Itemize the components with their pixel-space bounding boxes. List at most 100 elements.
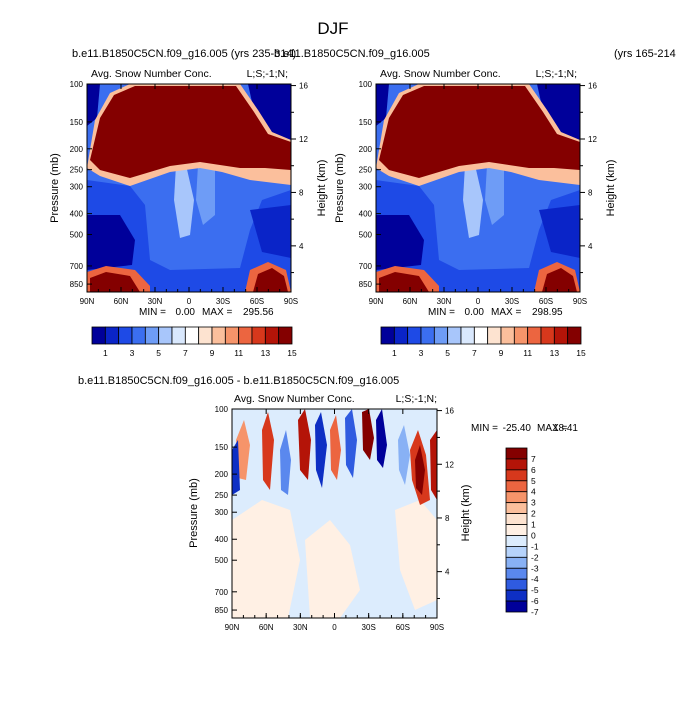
panel-right-region-equator-s xyxy=(485,165,504,225)
panel-right-corner-label: L;S;-1;N; xyxy=(536,68,577,80)
colorbar-swatch xyxy=(527,326,542,345)
panel-diff-blob-13 xyxy=(430,430,437,500)
y-right-tick-label: 12 xyxy=(445,460,454,469)
colorbar-swatch xyxy=(393,326,409,345)
panel-diff-blob-9 xyxy=(376,409,387,468)
x-tick-label: 30S xyxy=(362,623,376,632)
colorbar-swatch xyxy=(420,326,435,345)
panel-diff-max-value: 18.41 xyxy=(553,423,578,434)
x-tick-label: 60S xyxy=(250,297,264,306)
y-tick-label: 500 xyxy=(215,556,229,565)
y-tick-label: 850 xyxy=(359,280,373,289)
panel-right-ylabel: Pressure (mb) xyxy=(334,153,346,223)
panel-left-region-equator-s xyxy=(196,165,215,225)
panel-diff-blob-4 xyxy=(298,409,311,480)
x-tick-label: 0 xyxy=(476,297,481,306)
panel-right-region-lower xyxy=(376,180,580,292)
x-tick-label: 30N xyxy=(437,297,452,306)
colorbar-label: 5 xyxy=(445,348,450,358)
colorbar-label: 4 xyxy=(531,487,536,497)
y-right-tick-label: 16 xyxy=(588,82,597,91)
colorbar-label: 15 xyxy=(576,348,586,358)
colorbar-swatch xyxy=(505,502,528,514)
colorbar-label: 7 xyxy=(531,454,536,464)
colorbar-swatch xyxy=(505,546,528,558)
x-tick-label: 60S xyxy=(539,297,553,306)
right-case-years: (yrs 165-214 xyxy=(614,48,676,60)
colorbar-swatch xyxy=(505,567,528,580)
colorbar-swatch xyxy=(407,326,422,345)
panel-right-region-nw xyxy=(376,84,389,126)
colorbar-swatch xyxy=(144,326,160,345)
panel-right-region-se xyxy=(539,205,580,258)
x-tick-label: 90S xyxy=(284,297,298,306)
colorbar-swatch xyxy=(264,326,280,345)
colorbar-swatch xyxy=(278,326,293,345)
colorbar-label: 0 xyxy=(531,530,536,540)
panel-right-ylabel-right: Height (km) xyxy=(605,160,617,217)
y-right-tick-label: 8 xyxy=(445,514,450,523)
colorbar-label: -2 xyxy=(531,552,539,562)
panel-right-region-sw xyxy=(376,215,424,270)
x-tick-label: 30S xyxy=(505,297,519,306)
colorbar-label: 3 xyxy=(130,348,135,358)
x-tick-label: 90N xyxy=(225,623,240,632)
y-tick-label: 250 xyxy=(215,491,229,500)
figure-title: DJF xyxy=(317,19,348,38)
panel-diff-blob-12 xyxy=(415,445,425,495)
y-right-tick-label: 8 xyxy=(588,188,593,197)
colorbar-label: 3 xyxy=(531,498,536,508)
colorbar-swatch xyxy=(211,326,226,345)
panel-diff-blob-10 xyxy=(398,425,410,485)
y-tick-label: 100 xyxy=(359,80,373,89)
x-tick-label: 90N xyxy=(369,297,384,306)
colorbar-swatch xyxy=(198,326,213,345)
colorbar-swatch xyxy=(433,326,449,345)
panel-left-region-sw xyxy=(87,215,135,270)
colorbar-swatch xyxy=(505,458,528,471)
panel-diff-region-pos-s xyxy=(395,500,437,610)
panel-right-title: Avg. Snow Number Conc. xyxy=(380,68,501,80)
colorbar-label: 3 xyxy=(419,348,424,358)
panel-left: Avg. Snow Number Conc. L;S;-1;N; 90N 60N 3… xyxy=(49,68,328,358)
panel-diff-corner-label: L;S;-1;N; xyxy=(396,393,437,405)
x-tick-label: 60N xyxy=(259,623,274,632)
panel-left-region-equator xyxy=(174,165,194,238)
panel-diff-ylabel: Pressure (mb) xyxy=(188,478,200,548)
y-right-tick-label: 4 xyxy=(445,568,450,577)
colorbar-label: 9 xyxy=(210,348,215,358)
colorbar-label: 1 xyxy=(103,348,108,358)
colorbar-swatch xyxy=(118,326,133,345)
colorbar-label: 11 xyxy=(523,348,532,358)
colorbar-swatch xyxy=(104,326,120,345)
y-right-tick-label: 16 xyxy=(445,407,454,416)
colorbar-label: 13 xyxy=(550,348,560,358)
y-tick-label: 400 xyxy=(70,210,84,219)
x-tick-label: 90S xyxy=(430,623,444,632)
y-tick-label: 500 xyxy=(70,230,84,239)
y-tick-label: 850 xyxy=(70,280,84,289)
y-tick-label: 100 xyxy=(70,80,84,89)
panel-left-region-lower xyxy=(87,180,291,292)
panel-left-colorbar: 1 3 5 7 9 11 13 15 xyxy=(91,326,297,358)
y-tick-label: 700 xyxy=(215,588,229,597)
panel-right-max-value: 298.95 xyxy=(532,307,563,318)
colorbar-label: 7 xyxy=(183,348,188,358)
colorbar-swatch xyxy=(505,524,528,536)
x-tick-label: 30N xyxy=(148,297,163,306)
panel-left-region-nw xyxy=(87,84,100,126)
y-tick-label: 200 xyxy=(215,470,229,479)
panel-left-axes: 90N 60N 30N 0 30S 60S 90S 100 150 200 250 300 400 500… xyxy=(70,80,309,306)
colorbar-swatch xyxy=(158,326,173,345)
colorbar-swatch xyxy=(171,326,186,345)
colorbar-swatch xyxy=(505,491,528,504)
y-tick-label: 150 xyxy=(359,118,373,127)
x-tick-label: 0 xyxy=(187,297,192,306)
colorbar-swatch xyxy=(553,326,569,345)
panel-diff-blob-2 xyxy=(262,412,274,490)
colorbar-swatch xyxy=(224,326,240,345)
panel-left-max-value: 295.56 xyxy=(243,307,274,318)
